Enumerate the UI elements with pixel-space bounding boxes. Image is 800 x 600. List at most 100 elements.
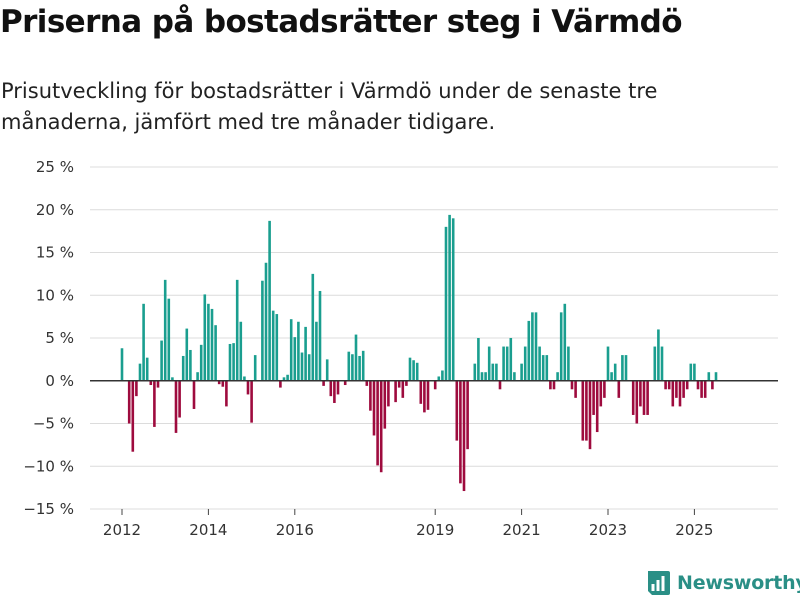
bar <box>671 380 675 407</box>
chart-subtitle: Prisutveckling för bostadsrätter i Värmd… <box>1 79 658 134</box>
bar <box>171 377 174 381</box>
bar <box>189 349 192 381</box>
bar <box>336 380 340 395</box>
bar <box>426 380 430 410</box>
bar <box>592 380 595 415</box>
bar <box>250 380 253 423</box>
y-tick-label: 0 % <box>45 372 74 390</box>
bar <box>282 377 286 381</box>
bar <box>156 380 160 388</box>
bar <box>214 325 217 381</box>
bar <box>707 372 711 381</box>
bar <box>444 226 448 381</box>
y-tick-label: 25 % <box>36 158 74 176</box>
bar <box>192 380 196 409</box>
bar <box>531 312 534 381</box>
x-tick-label: 2023 <box>589 521 627 539</box>
bar <box>322 380 325 386</box>
bar <box>433 380 437 390</box>
bar <box>127 380 131 424</box>
bar <box>549 380 552 390</box>
bar <box>178 380 181 418</box>
bar <box>207 303 210 381</box>
bar <box>466 380 469 450</box>
bar <box>462 380 466 492</box>
bar <box>135 380 138 397</box>
bar <box>473 363 477 381</box>
bar <box>354 334 358 381</box>
bar <box>696 380 700 390</box>
bar <box>714 372 718 381</box>
bar <box>610 372 613 381</box>
bar <box>423 380 426 413</box>
bar <box>307 354 311 381</box>
bar <box>588 380 592 450</box>
bar <box>412 360 415 381</box>
y-tick-label: 20 % <box>36 201 74 219</box>
grid-lines <box>90 166 778 510</box>
bar <box>682 380 685 398</box>
bar <box>646 380 649 415</box>
bar <box>167 298 171 381</box>
bar <box>703 380 707 398</box>
bar <box>225 380 228 407</box>
bar <box>408 357 412 381</box>
bar <box>361 350 365 381</box>
newsworthy-logo-icon <box>648 571 670 595</box>
bar <box>153 380 156 427</box>
bar <box>419 380 423 404</box>
bar <box>667 380 671 390</box>
bar <box>491 363 495 381</box>
bar <box>315 321 318 381</box>
bar <box>455 380 459 441</box>
bar <box>347 351 351 381</box>
x-tick-label: 2021 <box>503 521 541 539</box>
bar <box>160 340 163 381</box>
bar <box>631 380 635 415</box>
x-tick-label: 2014 <box>189 521 227 539</box>
y-tick-label: 15 % <box>36 244 74 262</box>
bar <box>293 337 297 381</box>
bar <box>451 218 455 381</box>
bar <box>538 346 541 381</box>
bar <box>372 380 376 436</box>
bar <box>639 380 642 407</box>
bar <box>131 380 135 452</box>
bar <box>711 380 714 390</box>
bar <box>642 380 646 415</box>
bar <box>365 380 369 386</box>
bar <box>523 346 527 381</box>
bar <box>253 355 257 381</box>
bar-series <box>120 214 718 492</box>
bar <box>196 372 199 381</box>
bar <box>145 357 149 381</box>
bar <box>570 380 574 390</box>
bar <box>221 380 225 387</box>
bar <box>142 303 145 381</box>
bar <box>138 363 142 381</box>
bar <box>685 380 689 390</box>
bar <box>387 380 390 407</box>
bar <box>595 380 599 433</box>
bar <box>246 380 250 395</box>
bar <box>441 370 444 381</box>
bar <box>581 380 585 441</box>
bar <box>185 328 189 381</box>
bar <box>228 343 232 381</box>
bar <box>268 220 271 381</box>
bar <box>376 380 379 466</box>
bar <box>653 346 657 381</box>
bar <box>689 363 693 381</box>
bar <box>603 380 606 398</box>
bar <box>541 355 545 381</box>
bar <box>351 354 354 381</box>
bar <box>477 338 480 381</box>
bar <box>232 343 235 381</box>
bar <box>397 380 401 388</box>
axis-labels: 25 % 20 % 15 % 10 % 5 % 0 % −5 % −10 % −15 % 2012… <box>23 150 744 539</box>
x-tick-label: 2012 <box>103 521 141 539</box>
bar <box>120 348 124 381</box>
bar <box>675 380 678 398</box>
bar <box>210 308 214 381</box>
bar-chart: 25 % 20 % 15 % 10 % 5 % 0 % −5 % −10 % −15 % 2012… <box>23 150 778 539</box>
